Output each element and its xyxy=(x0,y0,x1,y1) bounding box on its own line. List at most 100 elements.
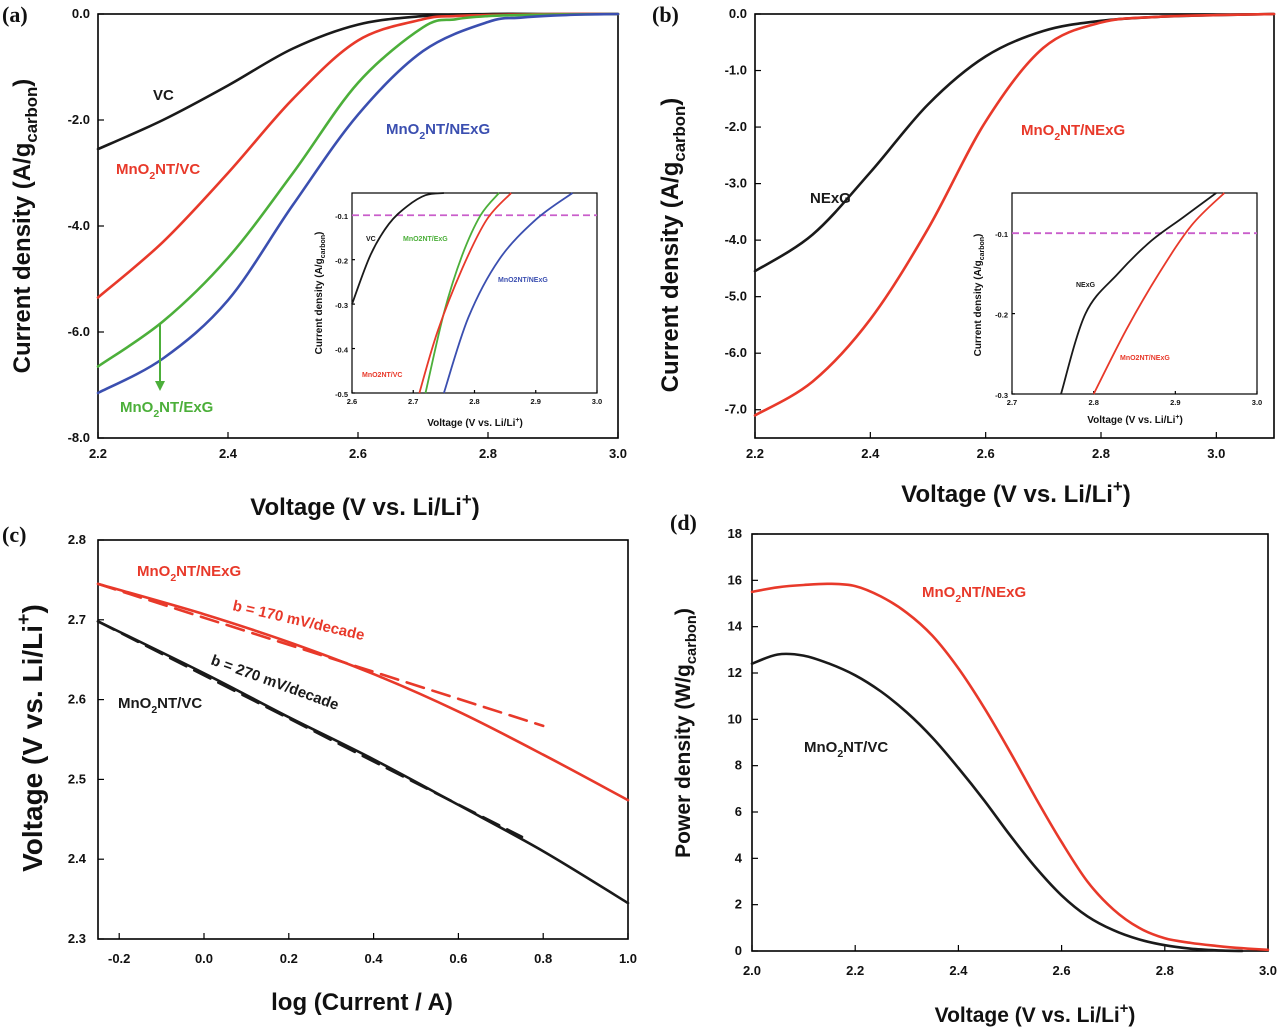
panel-b-ytick-label-4: -4.0 xyxy=(725,232,747,247)
panel-a-inset-ytick-label-2: -0.3 xyxy=(335,301,348,310)
panel-a-xtick-label-3: 2.8 xyxy=(479,446,497,461)
panel-a-inset-label-exg: MnO2NT/ExG xyxy=(403,236,448,243)
panel-c-label: (c) xyxy=(2,522,26,547)
panel-a-label-mno2nt-exg: MnO2NT/ExG xyxy=(120,399,213,420)
panel-d-label-mno2nt-vc: MnO2NT/VC xyxy=(804,739,888,760)
panel-d-series xyxy=(750,582,1270,953)
panel-a-label: (a) xyxy=(2,2,28,27)
panel-d-ytick-label-7: 14 xyxy=(728,619,743,634)
panel-c-ytick-label-2: 2.6 xyxy=(68,692,86,707)
panel-a-inset-xtick-label-1: 2.7 xyxy=(408,397,418,406)
panel-b-y-axis-title: Current density (A/gcarbon) xyxy=(657,98,689,393)
panel-a-exg-arrow-head xyxy=(155,381,165,391)
panel-a-xtick-label-2: 2.6 xyxy=(349,446,367,461)
panel-b-ytick-label-2: -2.0 xyxy=(725,119,747,134)
panel-a-inset-x-title: Voltage (V vs. Li/Li+) xyxy=(427,417,523,429)
panel-b-inset-series-nexg xyxy=(1060,192,1217,395)
panel-b-inset-label-mno2: MnO2NT/NExG xyxy=(1120,355,1170,362)
panel-c-plot-frame xyxy=(97,539,629,940)
panel-b-ytick-label-5: -5.0 xyxy=(725,289,747,304)
panel-b-inset-xtick-label-3: 3.0 xyxy=(1252,398,1262,407)
panel-a-inset-xtick-label-2: 2.8 xyxy=(469,397,479,406)
panel-a-x-axis-title: Voltage (V vs. Li/Li+) xyxy=(250,490,479,521)
panel-c-series-mno2nt-vc xyxy=(96,620,630,905)
panel-a: (a) 2.2 2.4 2.6 2.8 3.0 0.0-2.0-4.0-6.0-8.0 … xyxy=(2,2,627,521)
panel-a-y-axis-title: Current density (A/gcarbon) xyxy=(9,79,41,374)
panel-c-xtick-label-3: 0.4 xyxy=(365,951,384,966)
panel-c-xtick-label-5: 0.8 xyxy=(534,951,552,966)
panel-a-inset-series-mno2nt-exg xyxy=(424,192,500,394)
panel-a-inset-ytick-label-0: -0.1 xyxy=(335,212,348,221)
panel-a-inset-ytick-label-4: -0.5 xyxy=(335,390,348,399)
panel-a-ytick-label-0: 0.0 xyxy=(72,6,90,21)
panel-d-x-ticks: 2.0 2.2 2.4 2.6 2.8 3.0 xyxy=(743,945,1277,978)
panel-a-series-mno2nt-nexg xyxy=(96,12,620,395)
panel-b-ytick-label-0: 0.0 xyxy=(729,6,747,21)
panel-c-xtick-label-1: 0.0 xyxy=(195,951,213,966)
panel-c-x-axis-title: log (Current / A) xyxy=(271,989,453,1016)
panel-b-label: (b) xyxy=(652,2,679,27)
panel-b-xtick-label-3: 2.8 xyxy=(1092,446,1110,461)
panel-a-series-mno2nt-exg xyxy=(96,12,620,368)
panel-a-inset-ytick-label-3: -0.4 xyxy=(335,346,349,355)
panel-d-xtick-label-4: 2.8 xyxy=(1156,963,1174,978)
panel-d-xtick-label-1: 2.2 xyxy=(846,963,864,978)
panel-c-y-axis-title: Voltage (V vs. Li/Li+) xyxy=(13,604,48,872)
panel-b-x-axis-title: Voltage (V vs. Li/Li+) xyxy=(901,477,1130,508)
panel-a-inset-label-mno2vc: MnO2NT/VC xyxy=(362,372,402,379)
panel-d: (d) 2.0 2.2 2.4 2.6 2.8 3.0 0 2 4 6 8 10 12 14 16 18 V… xyxy=(670,510,1277,1027)
panel-d-y-axis-title: Power density (W/gcarbon) xyxy=(672,608,700,858)
panel-a-inset-series xyxy=(351,192,597,394)
panel-d-series-mno2nt-nexg xyxy=(750,582,1270,952)
panel-c-xtick-label-4: 0.6 xyxy=(449,951,467,966)
panel-d-ytick-label-2: 4 xyxy=(735,850,743,865)
panel-d-ytick-label-0: 0 xyxy=(735,943,742,958)
panel-c-xtick-label-2: 0.2 xyxy=(280,951,298,966)
panel-c-tafel-vc-label: b = 270 mV/decade xyxy=(209,652,341,714)
panel-b-inset-frame xyxy=(1011,192,1258,395)
panel-b-label-nexg: NExG xyxy=(810,190,851,207)
panel-a-ytick-label-3: -6.0 xyxy=(68,324,90,339)
panel-b-y-ticks: 0.0 -1.0 -2.0 -3.0 -4.0 -5.0 -6.0 -7.0 xyxy=(725,6,761,417)
panel-b-series-mno2nt-nexg xyxy=(753,12,1276,417)
panel-d-ytick-label-4: 8 xyxy=(735,758,742,773)
panel-a-inset-ytick-label-1: -0.2 xyxy=(335,257,348,266)
panel-a-ytick-label-2: -4.0 xyxy=(68,218,90,233)
panel-c-xtick-label-6: 1.0 xyxy=(619,951,637,966)
panel-a-inset-series-mno2nt-nexg xyxy=(443,192,574,394)
panel-b-xtick-label-4: 3.0 xyxy=(1207,446,1225,461)
panel-b-inset-series xyxy=(1012,192,1257,395)
panel-b-inset-series-mno2nt-nexg xyxy=(1092,192,1225,395)
panel-b-inset-label-nexg: NExG xyxy=(1076,282,1096,289)
panel-d-label: (d) xyxy=(670,510,697,535)
panel-d-ytick-label-1: 2 xyxy=(735,897,742,912)
panel-c-ytick-label-4: 2.4 xyxy=(68,851,87,866)
panel-b-inset-x-title: Voltage (V vs. Li/Li+) xyxy=(1087,414,1183,426)
panel-a-ytick-label-4: -8.0 xyxy=(68,430,90,445)
panel-a-inset: 2.6 2.7 2.8 2.9 3.0 -0.1 -0.2 -0.3 -0.4 -0.5 Volt… xyxy=(314,192,602,429)
panel-c-ytick-label-0: 2.8 xyxy=(68,532,86,547)
panel-d-ytick-label-3: 6 xyxy=(735,804,742,819)
panel-b-inset-ytick-label-0: -0.1 xyxy=(995,230,1008,239)
panel-b-ytick-label-6: -6.0 xyxy=(725,345,747,360)
panel-d-xtick-label-2: 2.4 xyxy=(949,963,968,978)
panel-b-series xyxy=(753,12,1276,417)
panel-c-tafel-nexg-label: b = 170 mV/decade xyxy=(231,597,366,644)
panel-c-xtick-label-0: -0.2 xyxy=(108,951,130,966)
panel-b-xtick-label-0: 2.2 xyxy=(746,446,764,461)
panel-b: (b) 2.2 2.4 2.6 2.8 3.0 0.0 -1.0 -2.0 -3.0 -4.0 -… xyxy=(652,2,1276,508)
panel-a-inset-series-vc xyxy=(351,192,445,305)
panel-a-y-ticks: 0.0 -2.0 -4.0 -6.0 -8.0 xyxy=(68,6,104,445)
panel-b-xtick-label-1: 2.4 xyxy=(861,446,880,461)
panel-b-xtick-label-2: 2.6 xyxy=(977,446,995,461)
panel-a-xtick-label-1: 2.4 xyxy=(219,446,238,461)
panel-c-ytick-label-5: 2.3 xyxy=(68,931,86,946)
panel-b-x-ticks: 2.2 2.4 2.6 2.8 3.0 xyxy=(746,432,1225,461)
panel-d-ytick-label-5: 10 xyxy=(728,711,742,726)
panel-c-ytick-label-1: 2.7 xyxy=(68,612,86,627)
panel-d-xtick-label-0: 2.0 xyxy=(743,963,761,978)
panel-a-inset-xtick-label-3: 2.9 xyxy=(531,397,541,406)
panel-d-y-ticks: 0 2 4 6 8 10 12 14 16 18 xyxy=(728,526,758,958)
panel-a-label-vc: VC xyxy=(153,87,174,104)
